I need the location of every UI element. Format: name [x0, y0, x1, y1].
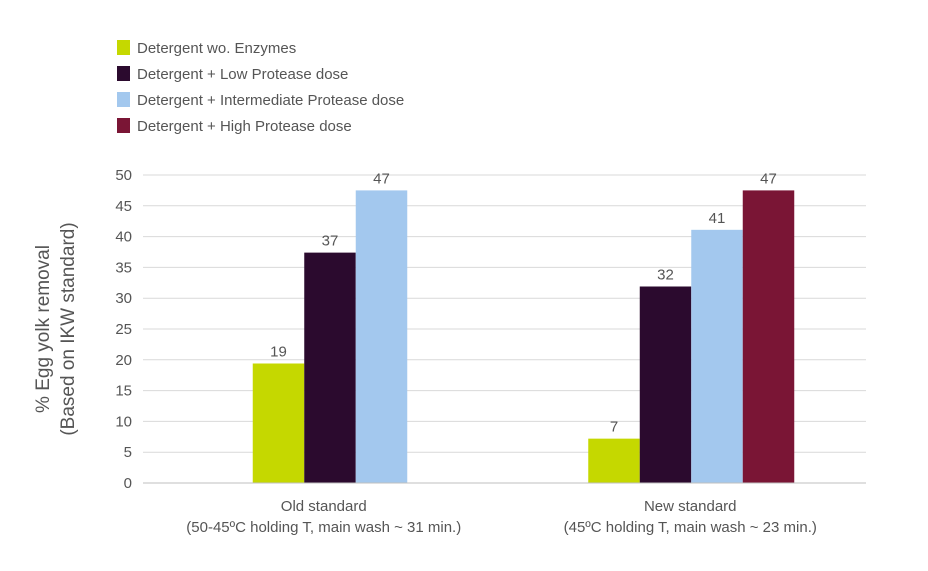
data-label: 37 — [322, 233, 339, 250]
bar — [691, 229, 743, 483]
x-category-label: Old standard — [281, 498, 367, 515]
value-labels: 19 37 47 7 32 41 47 — [270, 170, 777, 435]
data-label: 19 — [270, 343, 287, 360]
bar — [304, 252, 356, 483]
y-tick-label: 45 — [115, 198, 132, 215]
legend-swatch — [117, 118, 130, 133]
legend-swatch — [117, 40, 130, 55]
y-axis-label: % Egg yolk removal — [33, 245, 54, 413]
y-tick-label: 50 — [115, 167, 132, 184]
legend-label: Detergent + High Protease dose — [137, 118, 352, 135]
legend-swatch — [117, 66, 130, 81]
y-tick-label: 30 — [115, 290, 132, 307]
y-axis-label-subtitle: (Based on IKW standard) — [58, 222, 79, 435]
y-tick-label: 10 — [115, 413, 132, 430]
category-labels: Old standard (50-45ºC holding T, main was… — [186, 498, 817, 536]
legend-label: Detergent + Low Protease dose — [137, 66, 348, 83]
legend-swatch — [117, 92, 130, 107]
bar — [639, 286, 692, 483]
legend: Detergent wo. Enzymes Detergent + Low Pro… — [117, 40, 404, 135]
x-category-sublabel: (45ºC holding T, main wash ~ 23 min.) — [564, 519, 817, 536]
data-label: 47 — [373, 170, 390, 187]
data-label: 41 — [709, 210, 726, 227]
y-tick-label: 20 — [115, 352, 132, 369]
bars — [252, 190, 795, 483]
y-tick-label: 25 — [115, 321, 132, 338]
y-tick-label: 15 — [115, 383, 132, 400]
legend-label: Detergent + Intermediate Protease dose — [137, 92, 404, 109]
y-tick-label: 35 — [115, 259, 132, 276]
y-axis-ticks: 0 5 10 15 20 25 30 35 40 45 50 — [115, 167, 132, 492]
x-category-sublabel: (50-45ºC holding T, main wash ~ 31 min.) — [186, 519, 461, 536]
y-tick-label: 0 — [124, 475, 132, 492]
y-tick-label: 40 — [115, 229, 132, 246]
legend-label: Detergent wo. Enzymes — [137, 40, 296, 57]
data-label: 7 — [610, 419, 618, 436]
data-label: 32 — [657, 266, 674, 283]
data-label: 47 — [760, 170, 777, 187]
y-tick-label: 5 — [124, 444, 132, 461]
bar — [355, 190, 408, 483]
bar — [252, 363, 305, 483]
x-category-label: New standard — [644, 498, 737, 515]
bar — [588, 438, 640, 483]
bar — [742, 190, 795, 483]
